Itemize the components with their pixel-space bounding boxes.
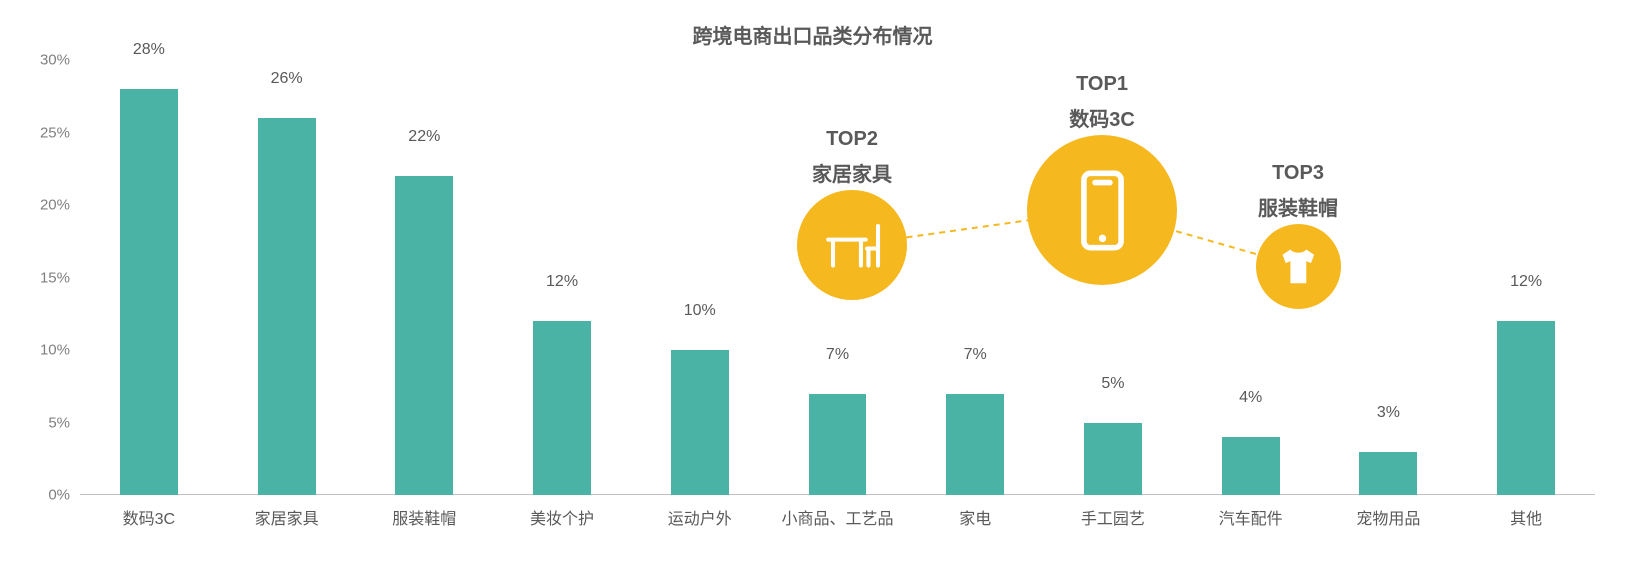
bar: [533, 321, 591, 495]
phone-icon: [1056, 164, 1149, 257]
bar-slot: 22%服装鞋帽: [355, 60, 493, 495]
top-rank-label: TOP2: [826, 128, 878, 151]
bar: [120, 89, 178, 495]
bar-value-label: 10%: [631, 302, 769, 326]
bar: [1084, 423, 1142, 496]
y-tick-label: 5%: [20, 414, 70, 431]
bar: [1222, 437, 1280, 495]
furniture-icon: [818, 211, 886, 279]
top-rank-label: TOP3: [1272, 162, 1324, 185]
top-badge: TOP1数码3C: [1027, 135, 1177, 285]
bar-value-label: 4%: [1182, 389, 1320, 413]
bar: [671, 350, 729, 495]
y-tick-label: 15%: [20, 269, 70, 286]
bar: [1497, 321, 1555, 495]
x-tick-label: 服装鞋帽: [355, 505, 493, 529]
x-tick-label: 运动户外: [631, 505, 769, 529]
bar-slot: 10%运动户外: [631, 60, 769, 495]
x-tick-label: 家居家具: [218, 505, 356, 529]
x-tick-label: 汽车配件: [1182, 505, 1320, 529]
top-name-label: 服装鞋帽: [1258, 192, 1338, 221]
top-badge: TOP2家居家具: [797, 190, 907, 300]
shirt-icon: [1272, 240, 1325, 293]
bar-value-label: 26%: [218, 70, 356, 94]
bar-slot: 28%数码3C: [80, 60, 218, 495]
top-name-label: 数码3C: [1069, 103, 1135, 132]
y-tick-label: 25%: [20, 124, 70, 141]
bar-value-label: 22%: [355, 128, 493, 152]
bar-value-label: 28%: [80, 41, 218, 65]
x-tick-label: 小商品、工艺品: [769, 505, 907, 529]
bar-value-label: 12%: [493, 273, 631, 297]
bar-slot: 12%其他: [1457, 60, 1595, 495]
x-tick-label: 其他: [1457, 505, 1595, 529]
bar-value-label: 12%: [1457, 273, 1595, 297]
y-tick-label: 0%: [20, 487, 70, 504]
bar-slot: 26%家居家具: [218, 60, 356, 495]
bar: [1359, 452, 1417, 496]
bar-value-label: 7%: [906, 346, 1044, 370]
x-tick-label: 数码3C: [80, 505, 218, 529]
y-tick-label: 20%: [20, 197, 70, 214]
top-rank-label: TOP1: [1076, 73, 1128, 96]
bar-value-label: 7%: [769, 346, 907, 370]
bar: [395, 176, 453, 495]
bar-value-label: 5%: [1044, 375, 1182, 399]
x-tick-label: 美妆个护: [493, 505, 631, 529]
bar-value-label: 3%: [1320, 404, 1458, 428]
chart-title: 跨境电商出口品类分布情况: [0, 20, 1625, 49]
bar: [258, 118, 316, 495]
bar: [946, 394, 1004, 496]
y-tick-label: 10%: [20, 342, 70, 359]
y-tick-label: 30%: [20, 52, 70, 69]
bar-slot: 12%美妆个护: [493, 60, 631, 495]
x-tick-label: 宠物用品: [1320, 505, 1458, 529]
top-badge: TOP3服装鞋帽: [1256, 224, 1341, 309]
x-tick-label: 家电: [906, 505, 1044, 529]
top-name-label: 家居家具: [812, 158, 892, 187]
x-tick-label: 手工园艺: [1044, 505, 1182, 529]
bar: [809, 394, 867, 496]
bar-slot: 7%家电: [906, 60, 1044, 495]
